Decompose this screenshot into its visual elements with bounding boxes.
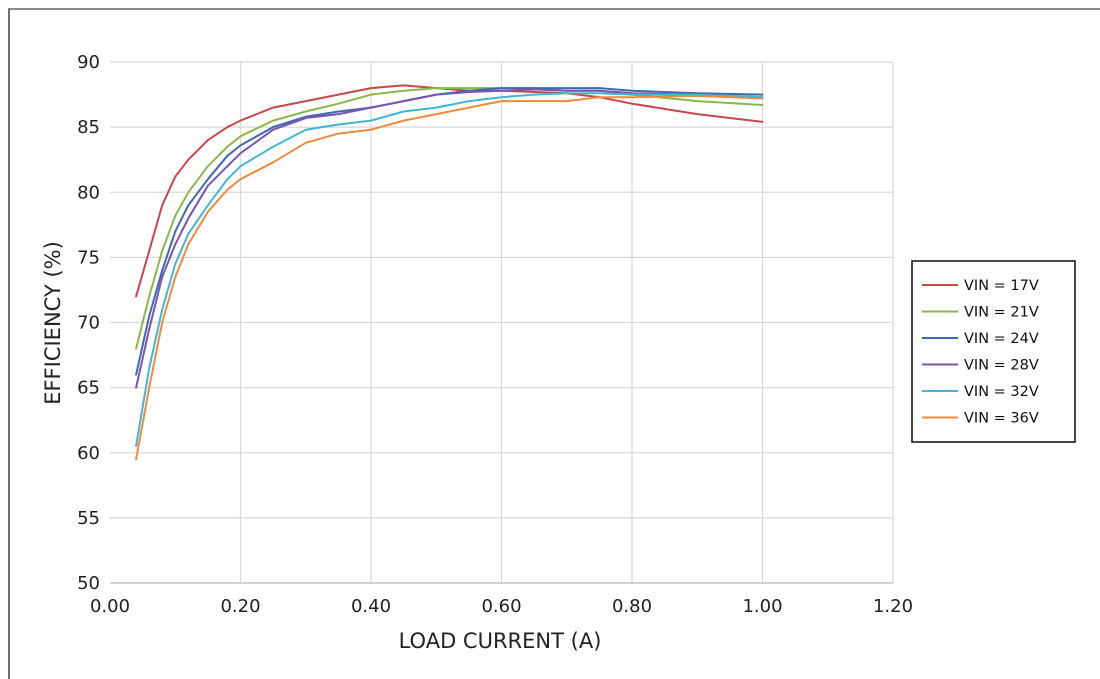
y-tick-label: 60	[77, 443, 100, 464]
y-tick-label: 80	[77, 182, 100, 203]
y-tick-label: 55	[77, 508, 100, 529]
legend-label: VIN = 36V	[964, 411, 1039, 427]
series-line-4	[135, 88, 764, 389]
series-line-1	[135, 84, 764, 298]
grid-lines	[110, 61, 894, 583]
legend: VIN = 17V VIN = 21V VIN = 24V VIN = 28V VIN …	[911, 260, 1076, 443]
legend-label: VIN = 21V	[964, 305, 1039, 321]
x-tick-label: 1.00	[742, 596, 782, 617]
x-tick-label: 0.80	[612, 596, 652, 617]
y-tick-label: 85	[77, 117, 100, 138]
x-tick-label: 0.40	[351, 596, 391, 617]
series-line-5	[135, 92, 764, 448]
y-tick-label: 65	[77, 378, 100, 399]
series-line-6	[135, 94, 764, 461]
series-lines	[135, 84, 764, 461]
x-tick-label: 1.20	[873, 596, 913, 617]
y-tick-labels: 50 55 60 65 70 75 80 85 90	[77, 52, 100, 594]
y-axis-title: EFFICIENCY (%)	[41, 241, 65, 405]
x-tick-label: 0.20	[220, 596, 260, 617]
series-line-3	[135, 87, 764, 376]
x-tick-label: 0.60	[481, 596, 521, 617]
legend-label: VIN = 24V	[964, 331, 1039, 347]
legend-label: VIN = 28V	[964, 358, 1039, 374]
x-tick-labels: 0.00 0.20 0.40 0.60 0.80 1.00 1.20	[90, 596, 913, 617]
y-tick-label: 90	[77, 52, 100, 73]
y-tick-label: 70	[77, 313, 100, 334]
y-tick-label: 75	[77, 247, 100, 268]
x-axis-title: LOAD CURRENT (A)	[399, 629, 602, 653]
legend-box	[911, 260, 1076, 443]
x-tick-label: 0.00	[90, 596, 130, 617]
legend-label: VIN = 17V	[964, 278, 1039, 294]
y-tick-label: 50	[77, 573, 100, 594]
legend-label: VIN = 32V	[964, 384, 1039, 400]
